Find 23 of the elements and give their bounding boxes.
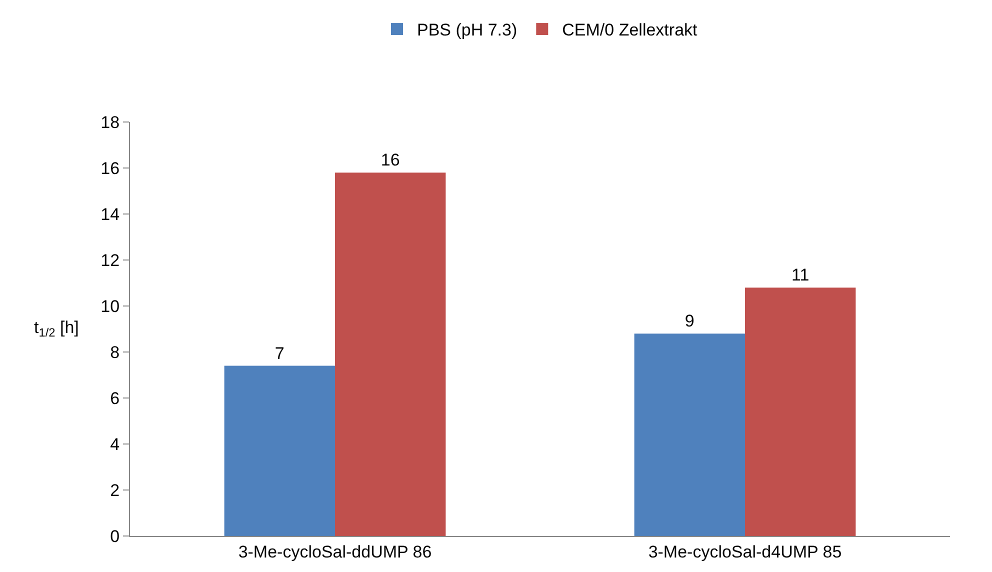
y-tick-label: 14 bbox=[100, 204, 120, 224]
bar bbox=[335, 172, 446, 536]
y-tick-label: 0 bbox=[110, 526, 120, 546]
x-tick-label: 3-Me-cycloSal-d4UMP 85 bbox=[648, 542, 842, 562]
y-tick-label: 18 bbox=[100, 112, 120, 132]
y-tick-label: 12 bbox=[100, 250, 120, 270]
y-tick-label: 6 bbox=[110, 388, 120, 408]
bar bbox=[224, 366, 335, 536]
y-tick-label: 4 bbox=[110, 434, 120, 454]
y-tick-label: 8 bbox=[110, 342, 120, 362]
bar bbox=[745, 288, 856, 536]
y-axis-title: t$_{1/2}$ [h] bbox=[34, 318, 79, 340]
data-label: 16 bbox=[380, 150, 400, 170]
x-tick-label: 3-Me-cycloSal-ddUMP 86 bbox=[238, 542, 432, 562]
legend-label: CEM/0 Zellextrakt bbox=[562, 20, 698, 40]
y-tick-label: 16 bbox=[100, 158, 120, 178]
bar bbox=[634, 334, 745, 536]
data-label: 11 bbox=[792, 266, 810, 285]
y-tick-label: 10 bbox=[100, 296, 120, 316]
legend-label: PBS (pH 7.3) bbox=[417, 20, 518, 40]
y-tick-label: 2 bbox=[110, 480, 120, 500]
data-label: 7 bbox=[274, 344, 284, 363]
data-label: 9 bbox=[684, 312, 694, 331]
